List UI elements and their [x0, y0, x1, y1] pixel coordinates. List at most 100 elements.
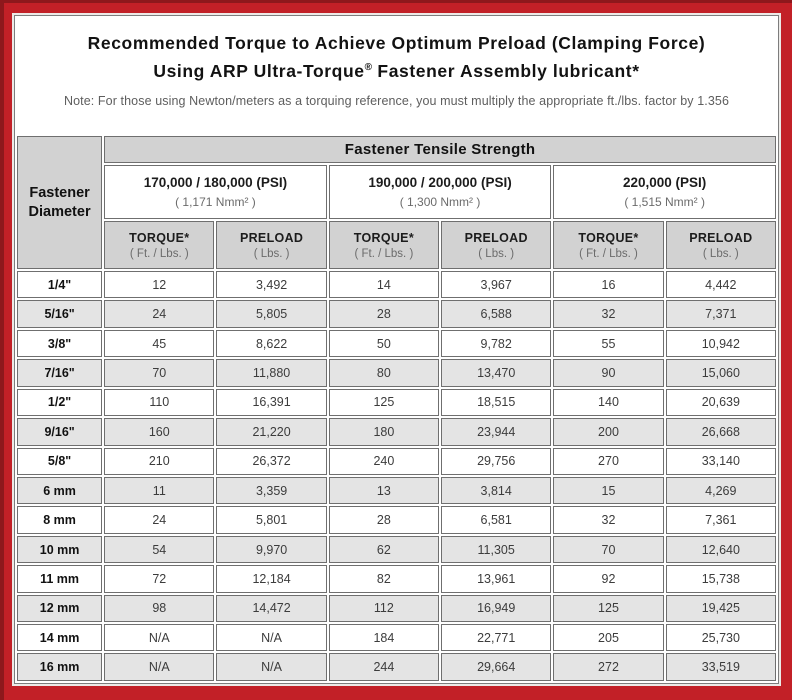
row-header: 9/16" — [17, 418, 103, 446]
psi-label: 170,000 / 180,000 (PSI) — [143, 175, 288, 190]
table-cell: 18,515 — [441, 388, 552, 417]
table-cell: 15,738 — [665, 565, 776, 593]
table-cell: 16,391 — [216, 388, 327, 417]
registered-trademark-symbol: ® — [364, 62, 372, 74]
torque-column-header-170: TORQUE* ( Ft. / Lbs. ) — [104, 221, 215, 269]
row-header: 7/16" — [17, 359, 103, 387]
document: Recommended Torque to Achieve Optimum Pr… — [12, 13, 781, 686]
table-cell: 12,184 — [216, 565, 327, 593]
table-cell: 54 — [104, 535, 215, 564]
table-row: 8 mm 24 5,801 28 6,581 32 7,361 — [17, 506, 776, 534]
table-cell: 180 — [328, 418, 440, 446]
table-cell: 21,220 — [216, 418, 327, 446]
table-cell: 9,782 — [441, 329, 552, 358]
table-cell: 82 — [328, 565, 440, 593]
table-cell: 240 — [328, 447, 440, 475]
table-cell: 112 — [328, 594, 440, 623]
table-cell: 22,771 — [441, 624, 552, 652]
table-cell: 210 — [104, 447, 215, 475]
table-cell: 26,372 — [216, 447, 327, 475]
table-cell: 184 — [328, 624, 440, 652]
table-cell: 125 — [553, 594, 664, 623]
table-cell: 70 — [104, 359, 215, 387]
nmm-label: ( 1,515 Nmm² ) — [624, 195, 705, 209]
table-cell: 3,359 — [216, 476, 327, 505]
torque-unit-label: ( Ft. / Lbs. ) — [129, 247, 189, 260]
row-header: 1/4" — [17, 271, 103, 299]
header-row-psi: 170,000 / 180,000 (PSI) ( 1,171 Nmm² ) 1… — [17, 165, 776, 219]
table-row: 6 mm 11 3,359 13 3,814 15 4,269 — [17, 476, 776, 505]
table-row: 1/2" 110 16,391 125 18,515 140 20,639 — [17, 388, 776, 417]
table-cell: N/A — [216, 624, 327, 652]
table-cell: 14,472 — [216, 594, 327, 623]
table-cell: 16 — [553, 271, 664, 299]
header-row-tensile: Fastener Diameter Fastener Tensile Stren… — [17, 136, 776, 269]
title-line2-suffix: Fastener Assembly lubricant* — [371, 61, 640, 81]
table-cell: 24 — [104, 506, 215, 534]
table-cell: 5,805 — [216, 300, 327, 328]
table-cell: 90 — [553, 359, 664, 387]
row-header: 14 mm — [17, 624, 103, 652]
table-cell: 45 — [104, 329, 215, 358]
table-row: 3/8" 45 8,622 50 9,782 55 10,942 — [17, 329, 776, 358]
torque-unit-label: ( Ft. / Lbs. ) — [354, 247, 414, 260]
row-header: 6 mm — [17, 476, 103, 505]
table-row: 5/16" 24 5,805 28 6,588 32 7,371 — [17, 300, 776, 328]
table-cell: 14 — [328, 271, 440, 299]
preload-label: PRELOAD — [689, 230, 753, 245]
table-cell: 23,944 — [441, 418, 552, 446]
table-row: 1/4" 12 3,492 14 3,967 16 4,442 — [17, 271, 776, 299]
table-cell: 200 — [553, 418, 664, 446]
preload-unit-label: ( Lbs. ) — [253, 247, 290, 260]
preload-unit-label: ( Lbs. ) — [478, 247, 515, 260]
row-header: 1/2" — [17, 388, 103, 417]
table-cell: 11 — [104, 476, 215, 505]
header-row-columns: TORQUE* ( Ft. / Lbs. ) PRELOAD ( Lbs. ) … — [17, 221, 776, 269]
table-cell: 244 — [328, 653, 440, 681]
table-cell: 3,492 — [216, 271, 327, 299]
table-cell: 32 — [553, 506, 664, 534]
table-cell: 50 — [328, 329, 440, 358]
nmm-label: ( 1,300 Nmm² ) — [399, 195, 481, 209]
table-row: 7/16" 70 11,880 80 13,470 90 15,060 — [17, 359, 776, 387]
table-cell: 15 — [553, 476, 664, 505]
table-cell: 72 — [104, 565, 215, 593]
table-row: 12 mm 98 14,472 112 16,949 125 19,425 — [17, 594, 776, 623]
psi-label: 220,000 (PSI) — [623, 175, 707, 190]
torque-label: TORQUE* — [129, 230, 190, 245]
table-cell: 13,961 — [441, 565, 552, 593]
table-cell: 20,639 — [665, 388, 776, 417]
table-cell: N/A — [216, 653, 327, 681]
table-cell: 28 — [328, 506, 440, 534]
table-cell: 26,668 — [665, 418, 776, 446]
table-cell: 25,730 — [665, 624, 776, 652]
table-cell: 6,581 — [441, 506, 552, 534]
torque-table: Fastener Diameter Fastener Tensile Stren… — [15, 134, 778, 683]
table-cell: 80 — [328, 359, 440, 387]
table-cell: 125 — [328, 388, 440, 417]
table-cell: 12,640 — [665, 535, 776, 564]
tensile-strength-header: Fastener Tensile Strength — [104, 136, 776, 163]
table-cell: N/A — [104, 624, 215, 652]
row-header: 5/8" — [17, 447, 103, 475]
row-header: 11 mm — [17, 565, 103, 593]
table-cell: 9,970 — [216, 535, 327, 564]
torque-unit-label: ( Ft. / Lbs. ) — [579, 247, 638, 260]
row-header: 3/8" — [17, 329, 103, 358]
row-header: 10 mm — [17, 535, 103, 564]
title-block: Recommended Torque to Achieve Optimum Pr… — [15, 16, 778, 134]
table-cell: 62 — [328, 535, 440, 564]
table-row: 5/8" 210 26,372 240 29,756 270 33,140 — [17, 447, 776, 475]
psi-group-header-220: 220,000 (PSI) ( 1,515 Nmm² ) — [553, 165, 776, 219]
table-cell: 16,949 — [441, 594, 552, 623]
table-row: 10 mm 54 9,970 62 11,305 70 12,640 — [17, 535, 776, 564]
torque-column-header-190: TORQUE* ( Ft. / Lbs. ) — [328, 221, 440, 269]
table-cell: 205 — [553, 624, 664, 652]
psi-label: 190,000 / 200,000 (PSI) — [368, 175, 512, 190]
table-cell: 33,519 — [665, 653, 776, 681]
table-cell: 6,588 — [441, 300, 552, 328]
psi-group-header-190: 190,000 / 200,000 (PSI) ( 1,300 Nmm² ) — [328, 165, 552, 219]
table-cell: 5,801 — [216, 506, 327, 534]
torque-column-header-220: TORQUE* ( Ft. / Lbs. ) — [553, 221, 664, 269]
